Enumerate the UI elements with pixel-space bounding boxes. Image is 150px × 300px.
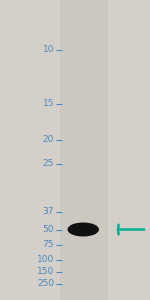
- Text: 50: 50: [42, 225, 54, 234]
- Text: 10: 10: [42, 45, 54, 54]
- Bar: [60, 0, 108, 300]
- Text: 37: 37: [42, 207, 54, 216]
- Text: 150: 150: [37, 267, 54, 276]
- Text: 75: 75: [42, 240, 54, 249]
- Text: 15: 15: [42, 99, 54, 108]
- Text: 250: 250: [37, 279, 54, 288]
- Ellipse shape: [68, 223, 98, 236]
- Text: 100: 100: [37, 255, 54, 264]
- Text: 20: 20: [43, 135, 54, 144]
- Text: 25: 25: [43, 159, 54, 168]
